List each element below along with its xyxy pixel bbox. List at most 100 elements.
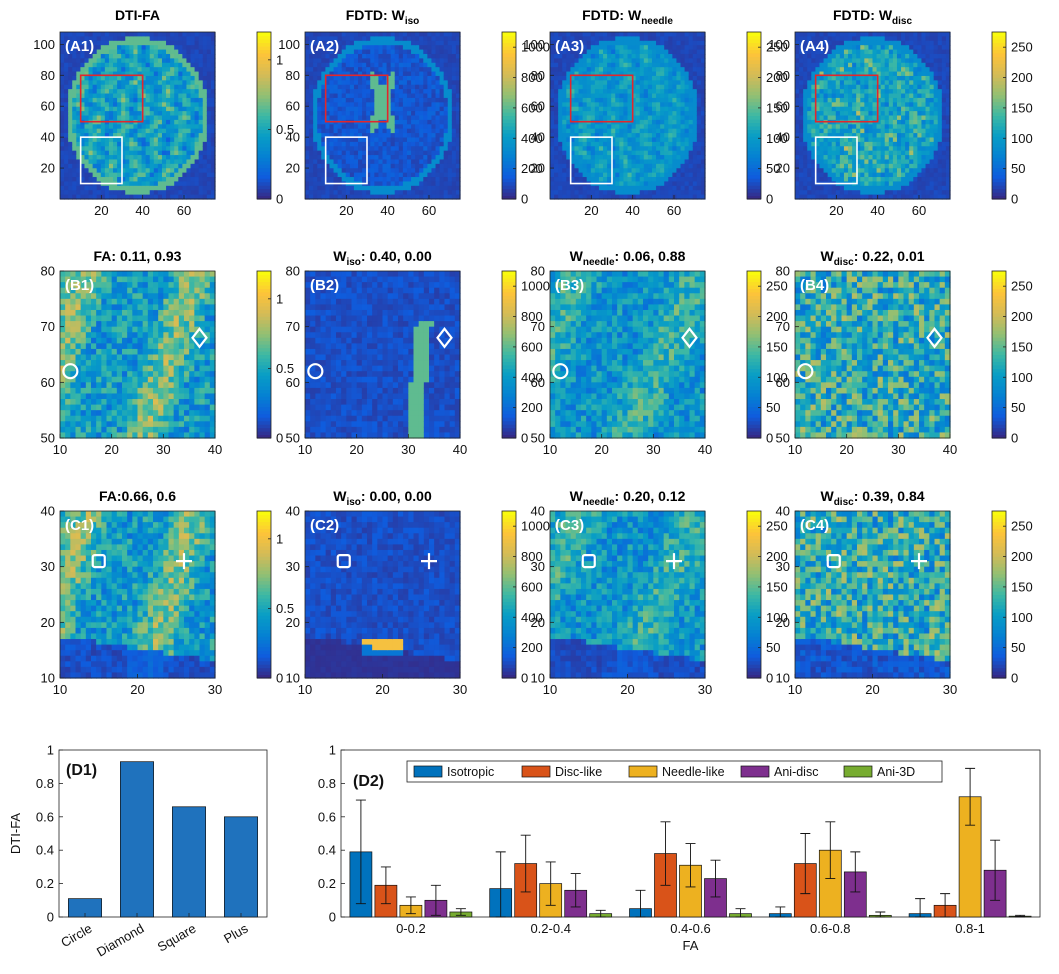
panel-label: (C2)	[310, 517, 339, 534]
colorbar: 0 50 100 150 200 250	[991, 31, 1033, 207]
d2-error-bar	[735, 908, 746, 918]
y-tick-label: 50	[41, 431, 55, 446]
x-tick-label: 40	[870, 203, 884, 218]
colorbar-tick-label: 50	[766, 640, 780, 655]
d2-y-tick: 1	[329, 743, 336, 758]
y-tick-label: 40	[776, 130, 790, 145]
x-tick-label: 60	[422, 203, 436, 218]
x-tick-label: 40	[380, 203, 394, 218]
d2-error-bar	[495, 851, 506, 918]
d2-x-tick: 0.6-0.8	[810, 921, 850, 936]
d2-error-bar	[825, 821, 836, 880]
d2-error-bar	[595, 909, 606, 918]
panel-title: Wiso: 0.00, 0.00	[333, 488, 432, 508]
x-tick-label: 60	[912, 203, 926, 218]
circle-marker	[307, 363, 324, 380]
panel-image	[305, 32, 461, 200]
y-tick-label: 30	[41, 559, 55, 574]
roi-white-box	[814, 136, 858, 185]
panel-label: (C4)	[800, 517, 829, 534]
d2-error-bar	[915, 898, 926, 918]
plus-marker	[666, 553, 682, 570]
colorbar-tick-label: 250	[766, 279, 788, 294]
circle-marker	[62, 363, 79, 380]
d1-panel-label: (D1)	[66, 762, 97, 779]
d2-error-bar	[635, 889, 646, 918]
colorbar-tick-label: 600	[521, 339, 543, 354]
d2-x-tick: 0.4-0.6	[670, 921, 710, 936]
panel-title-rest: : 0.06, 0.88	[615, 248, 686, 264]
colorbar-tick-label: 0.5	[276, 601, 294, 616]
d1-x-tick: Plus	[221, 920, 251, 946]
colorbar: 0 50 100 150 200 250	[991, 270, 1033, 446]
panel-c3: 10 20 30 10 20 30 40 (C3) Wneedle: 0.20, 0.12 0 50…	[531, 488, 788, 697]
panel-title-base: W	[820, 488, 834, 504]
legend-swatch	[843, 765, 873, 778]
d2-error-bar	[570, 873, 581, 908]
y-tick-label: 40	[531, 504, 545, 519]
panel-image	[60, 271, 216, 439]
y-tick-label: 50	[286, 431, 300, 446]
y-tick-label: 70	[531, 319, 545, 334]
colorbar-tick-label: 0	[1011, 671, 1018, 686]
panel-image	[550, 271, 706, 439]
d1-bar-plus	[224, 816, 258, 918]
panel-frame	[549, 31, 706, 200]
panel-image	[550, 511, 706, 679]
colorbar-tick-label: 50	[1011, 400, 1025, 415]
y-tick-label: 10	[531, 671, 545, 686]
panel-title-base: W	[820, 248, 834, 264]
colorbar-tick-label: 200	[1011, 309, 1033, 324]
d1-bar-chart: 0 0.2 0.4 0.6 0.8 1 Circle Diamond Square Plus (D1…	[8, 743, 268, 960]
square-marker	[91, 553, 106, 569]
colorbar-tick-label: 0	[766, 192, 773, 207]
column-title-base: FDTD: W	[833, 7, 893, 23]
y-tick-label: 80	[286, 264, 300, 279]
d1-y-tick: 0	[47, 910, 54, 925]
column-title: DTI-FA	[115, 7, 160, 23]
panel-title-rest: : 0.22, 0.01	[854, 248, 925, 264]
diamond-marker	[926, 327, 943, 349]
d2-y-tick: 0	[329, 910, 336, 925]
colorbar-tick-label: 150	[766, 339, 788, 354]
d1-y-tick: 0.8	[36, 776, 54, 791]
y-tick-label: 60	[776, 375, 790, 390]
colorbar-tick-label: 0	[1011, 431, 1018, 446]
x-tick-label: 20	[104, 442, 118, 457]
legend-swatch	[740, 765, 770, 778]
x-tick-label: 20	[94, 203, 108, 218]
y-tick-label: 80	[41, 264, 55, 279]
d1-y-tick: 0.4	[36, 843, 54, 858]
d1-bar-diamond	[120, 761, 154, 918]
y-tick-label: 10	[776, 671, 790, 686]
panel-image	[795, 271, 951, 439]
y-tick-label: 60	[286, 375, 300, 390]
d2-error-bar	[430, 884, 441, 916]
panel-title: FA: 0.11, 0.93	[94, 248, 182, 264]
roi-white-box	[324, 136, 368, 185]
d1-y-tick: 0.6	[36, 809, 54, 824]
colorbar: 0 200 400 600 800 1000	[501, 270, 550, 446]
y-tick-label: 30	[286, 559, 300, 574]
x-tick-label: 30	[156, 442, 170, 457]
column-title: FDTD: Wdisc	[833, 7, 913, 27]
panel-frame	[304, 270, 461, 439]
y-tick-label: 40	[286, 504, 300, 519]
y-tick-label: 20	[776, 161, 790, 176]
colorbar-tick-label: 150	[1011, 100, 1033, 115]
y-tick-label: 40	[531, 130, 545, 145]
colorbar-tick-label: 200	[521, 400, 543, 415]
panel-image	[550, 32, 706, 200]
colorbar-tick-label: 100	[1011, 370, 1033, 385]
legend-label: Isotropic	[447, 765, 494, 779]
roi-white-box	[79, 136, 123, 185]
x-tick-label: 20	[339, 203, 353, 218]
colorbar-tick-label: 1	[276, 291, 283, 306]
legend-item-ani_3d: Ani-3D	[843, 765, 915, 779]
square-marker	[336, 553, 351, 569]
x-tick-label: 10	[298, 442, 312, 457]
panel-c2: 10 20 30 10 20 30 40 (C2) Wiso: 0.00, 0.00 0 200 40…	[286, 488, 550, 697]
column-title: FDTD: Wiso	[346, 7, 420, 27]
panel-title: Wiso: 0.40, 0.00	[333, 248, 432, 268]
d2-x-axis-label: FA	[683, 938, 699, 953]
